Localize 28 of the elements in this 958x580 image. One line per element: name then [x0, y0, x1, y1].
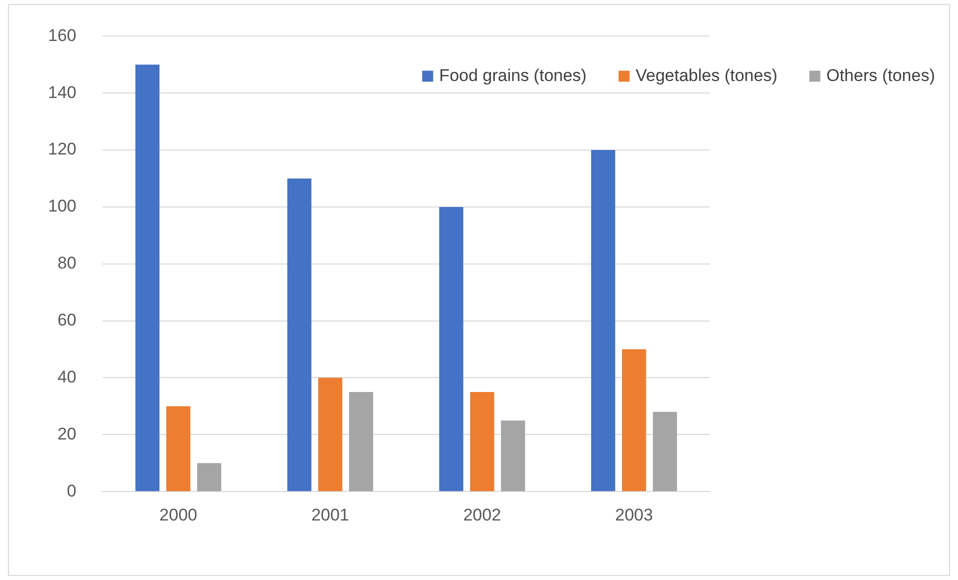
bar [135, 64, 160, 492]
y-tick-label: 80 [57, 254, 76, 273]
bar [318, 378, 342, 492]
bar [287, 178, 312, 492]
y-tick-label: 120 [48, 140, 76, 159]
bar [166, 406, 190, 492]
y-tick-label: 100 [48, 196, 76, 216]
legend-label: Vegetables (tones) [636, 66, 778, 85]
bar [591, 150, 616, 492]
y-tick-label: 60 [57, 310, 76, 330]
bar [439, 206, 464, 492]
bar [470, 392, 494, 492]
y-tick-label: 140 [48, 82, 76, 102]
legend-label: Food grains (tones) [439, 66, 587, 85]
bar [652, 412, 677, 492]
y-tick-label: 0 [66, 481, 76, 500]
x-tick-label: 2002 [463, 505, 502, 524]
bar [622, 349, 646, 492]
y-tick-label: 40 [57, 367, 76, 386]
x-tick-label: 2000 [159, 505, 198, 524]
x-tick-label: 2003 [615, 505, 653, 524]
bar [500, 420, 526, 492]
bar [349, 392, 374, 492]
y-tick-label: 20 [57, 424, 76, 444]
y-tick-label: 160 [48, 26, 76, 45]
x-tick-label: 2001 [311, 505, 350, 524]
bar [197, 463, 222, 492]
legend-label: Others (tones) [826, 66, 936, 85]
